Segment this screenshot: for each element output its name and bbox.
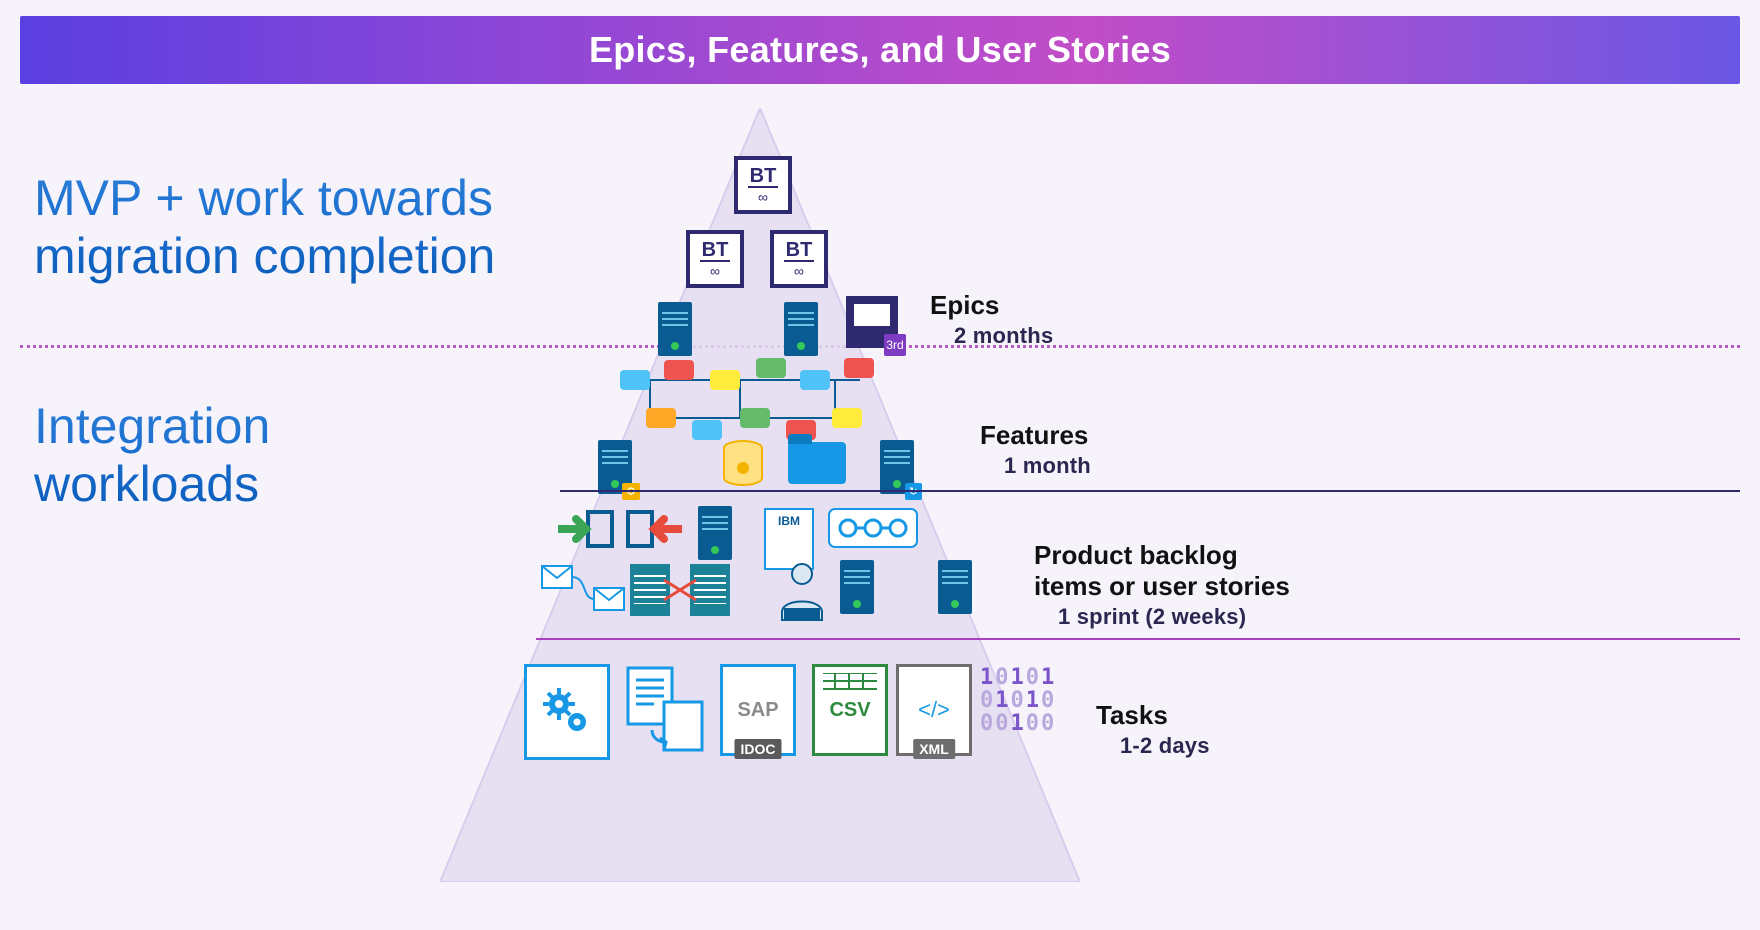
xml-icon: </> XML bbox=[896, 664, 972, 756]
server-icon: ↻ bbox=[880, 440, 914, 494]
sap-idoc-icon: SAP IDOC bbox=[720, 664, 796, 756]
label-pbi-sub: 1 sprint (2 weeks) bbox=[1058, 604, 1290, 630]
label-tasks-title: Tasks bbox=[1096, 700, 1210, 731]
mail-flow-icon bbox=[540, 560, 626, 616]
flow-node bbox=[692, 420, 722, 440]
binary-text: 10101 01010 00100 bbox=[980, 666, 1056, 735]
label-features-title: Features bbox=[980, 420, 1091, 451]
label-tasks-sub: 1-2 days bbox=[1120, 733, 1210, 759]
flow-node bbox=[740, 408, 770, 428]
server-icon bbox=[698, 506, 732, 560]
flow-node bbox=[664, 360, 694, 380]
flow-node bbox=[832, 408, 862, 428]
heading-mvp-line1: MVP + work towards bbox=[34, 170, 495, 228]
arrow-out-icon bbox=[626, 508, 682, 550]
sep-pbi bbox=[536, 638, 1740, 640]
title-banner: Epics, Features, and User Stories bbox=[20, 16, 1740, 84]
xml-label: XML bbox=[913, 739, 955, 759]
flow-node bbox=[756, 358, 786, 378]
doc-exchange-icon bbox=[630, 562, 730, 618]
flowchart-lines bbox=[440, 108, 1080, 882]
label-pbi-title: Product backlog items or user stories bbox=[1034, 540, 1290, 602]
heading-integration: Integration workloads bbox=[34, 398, 270, 513]
flow-node bbox=[646, 408, 676, 428]
heading-mvp: MVP + work towards migration completion bbox=[34, 170, 495, 285]
server-icon bbox=[938, 560, 972, 614]
heading-int-line2: workloads bbox=[34, 456, 270, 514]
pyramid: BT∞ BT∞ BT∞ 3rd ⚙ bbox=[440, 108, 1080, 882]
sap-label: SAP bbox=[737, 699, 778, 722]
label-features: Features 1 month bbox=[980, 420, 1091, 479]
heading-mvp-line2: migration completion bbox=[34, 228, 495, 286]
pyramid-icons: BT∞ BT∞ BT∞ 3rd ⚙ bbox=[440, 108, 1080, 882]
csv-label: CSV bbox=[829, 699, 870, 722]
label-epics-title: Epics bbox=[930, 290, 1053, 321]
pipeline-icon bbox=[828, 508, 918, 548]
label-tasks: Tasks 1-2 days bbox=[1096, 700, 1210, 759]
label-epics: Epics 2 months bbox=[930, 290, 1053, 349]
csv-icon: CSV bbox=[812, 664, 888, 756]
label-epics-sub: 2 months bbox=[954, 323, 1053, 349]
ibm-label: IBM bbox=[778, 514, 800, 528]
flow-node bbox=[800, 370, 830, 390]
heading-int-line1: Integration bbox=[34, 398, 270, 456]
label-features-sub: 1 month bbox=[1004, 453, 1091, 479]
flow-node bbox=[710, 370, 740, 390]
label-pbi: Product backlog items or user stories 1 … bbox=[1034, 540, 1290, 630]
arrow-in-icon bbox=[558, 508, 614, 550]
database-icon bbox=[722, 440, 764, 486]
flow-node bbox=[844, 358, 874, 378]
gears-icon bbox=[524, 664, 610, 760]
idoc-label: IDOC bbox=[735, 739, 782, 759]
sep-features bbox=[560, 490, 1740, 492]
flow-node bbox=[620, 370, 650, 390]
server-icon: ⚙ bbox=[598, 440, 632, 494]
banner-title: Epics, Features, and User Stories bbox=[589, 29, 1171, 71]
folder-icon bbox=[788, 442, 846, 484]
server-icon bbox=[840, 560, 874, 614]
file-transform-icon bbox=[624, 664, 708, 754]
code-glyph: </> bbox=[918, 697, 950, 723]
person-icon bbox=[776, 560, 828, 622]
